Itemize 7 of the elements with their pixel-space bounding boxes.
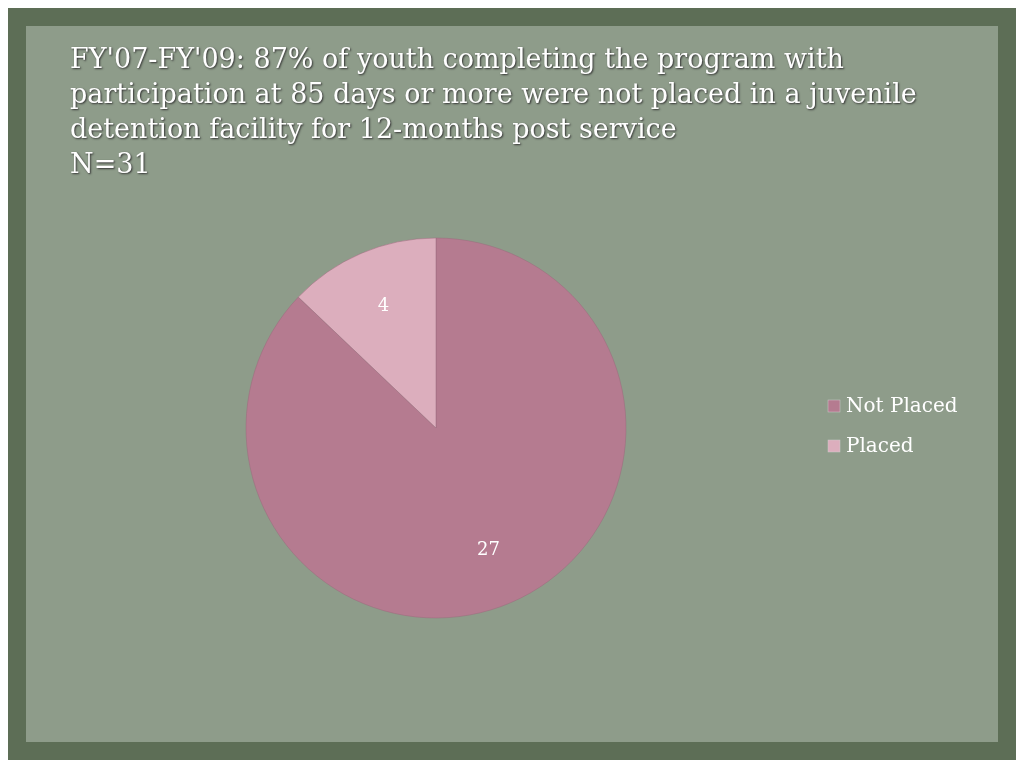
legend-label: Not Placed bbox=[846, 392, 958, 417]
data-label: 27 bbox=[477, 538, 500, 560]
chart-subtitle: N=31 bbox=[70, 148, 151, 179]
legend-label: Placed bbox=[846, 432, 914, 457]
data-label: 4 bbox=[377, 293, 390, 315]
chart-title: FY'07-FY'09: 87% of youth completing the program with participation at 85 days or more were not placed in a juvenile detention facility for 12-months post service bbox=[70, 43, 917, 144]
pie-slice bbox=[245, 237, 627, 619]
